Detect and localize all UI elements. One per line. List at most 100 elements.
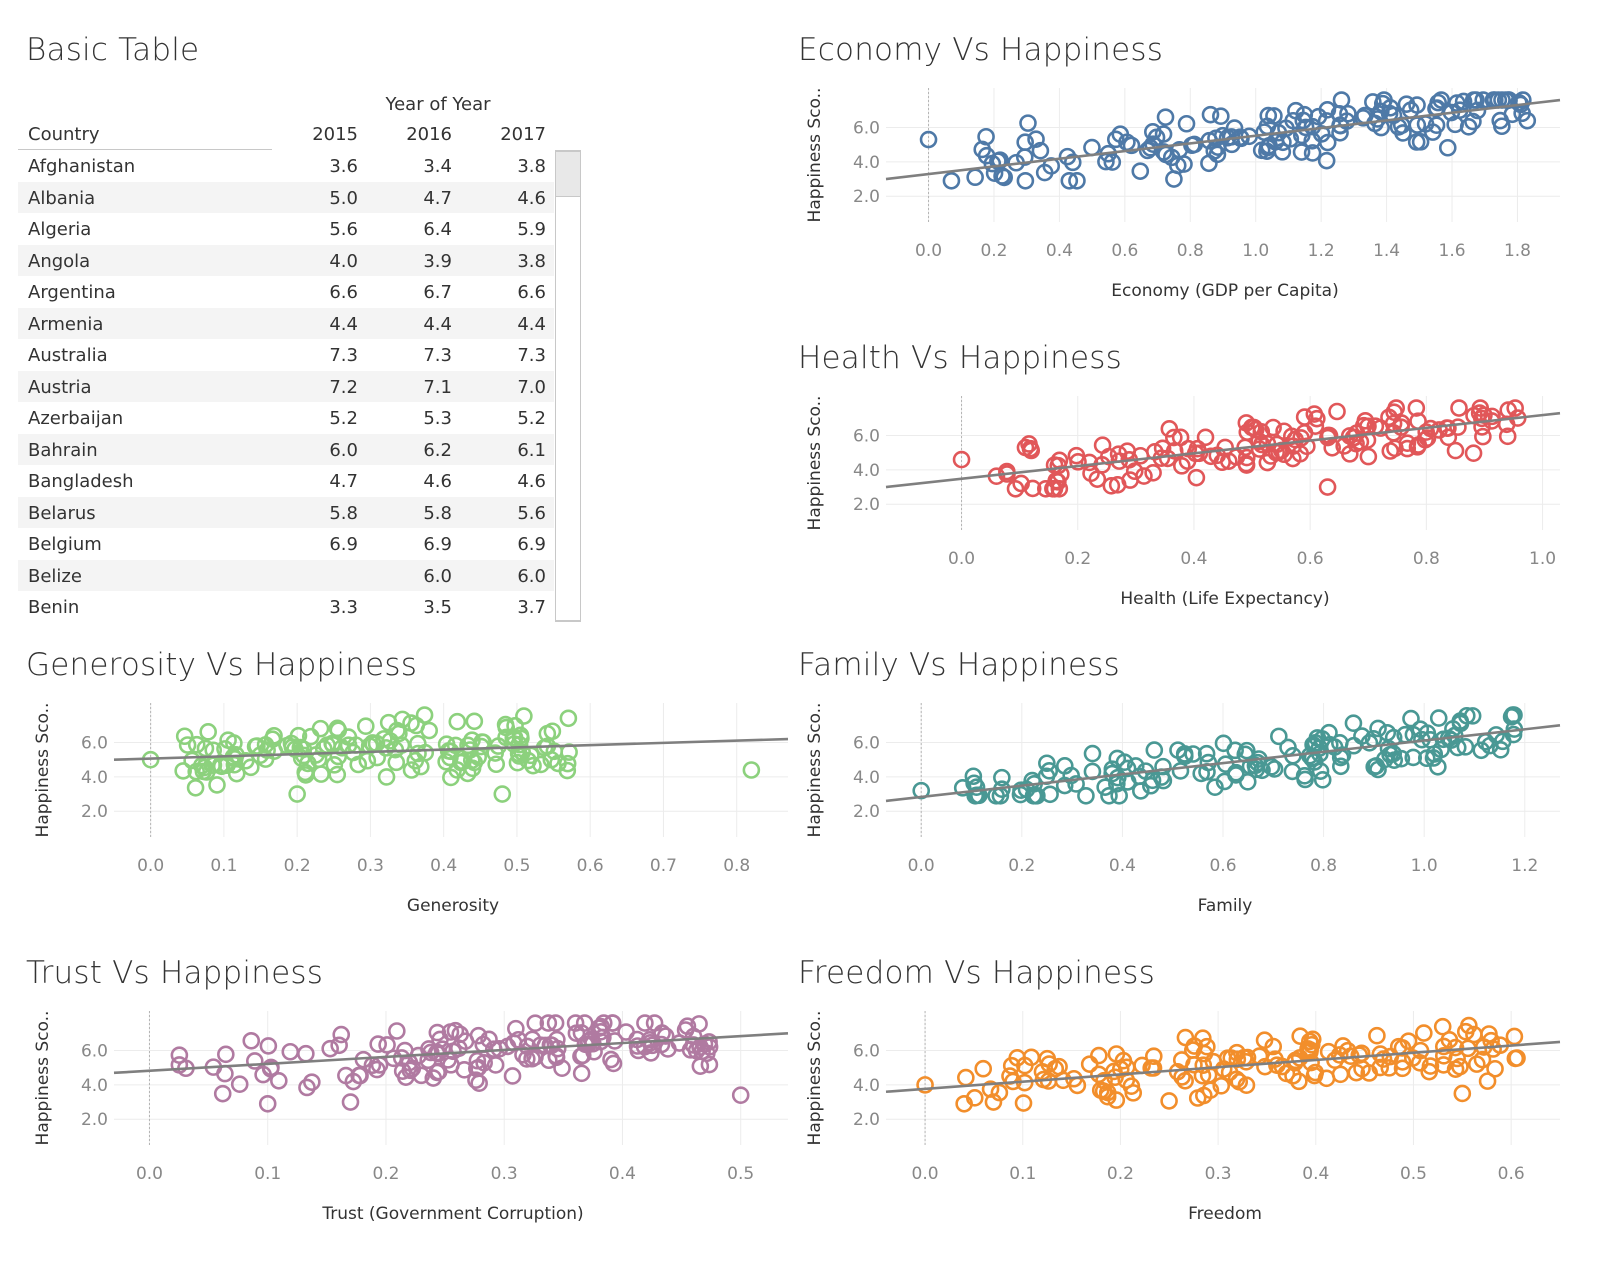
data-point[interactable] xyxy=(916,1076,934,1094)
data-point[interactable] xyxy=(1135,467,1153,485)
data-point[interactable] xyxy=(465,712,484,731)
data-point[interactable] xyxy=(1474,91,1493,109)
data-point[interactable] xyxy=(175,727,194,746)
table-row[interactable]: Argentina 6.6 6.7 6.6 xyxy=(18,276,554,308)
data-point[interactable] xyxy=(325,756,344,774)
data-point[interactable] xyxy=(503,1067,522,1085)
trend-line[interactable] xyxy=(885,724,1561,803)
data-point[interactable] xyxy=(1069,453,1087,471)
data-point[interactable] xyxy=(1320,426,1339,445)
data-point[interactable] xyxy=(539,1014,558,1032)
data-point[interactable] xyxy=(1486,1059,1504,1078)
data-point[interactable] xyxy=(1375,750,1394,769)
data-point[interactable] xyxy=(1283,762,1302,781)
data-point[interactable] xyxy=(1258,138,1277,157)
data-point[interactable] xyxy=(1176,1028,1195,1047)
data-point[interactable] xyxy=(1110,786,1128,805)
data-point[interactable] xyxy=(1474,427,1492,446)
data-point[interactable] xyxy=(1284,1066,1302,1085)
data-point[interactable] xyxy=(1006,479,1025,498)
data-point[interactable] xyxy=(690,1015,708,1033)
table-row[interactable]: Australia 7.3 7.3 7.3 xyxy=(18,339,554,371)
data-point[interactable] xyxy=(330,1036,348,1055)
data-point[interactable] xyxy=(1055,776,1074,795)
data-point[interactable] xyxy=(1430,421,1448,439)
data-point[interactable] xyxy=(217,1045,235,1064)
data-point[interactable] xyxy=(591,1023,610,1041)
data-point[interactable] xyxy=(1165,170,1183,188)
data-point[interactable] xyxy=(1014,1094,1033,1112)
data-point[interactable] xyxy=(428,1063,446,1082)
data-point[interactable] xyxy=(1055,757,1074,775)
data-point[interactable] xyxy=(1165,428,1183,447)
data-point[interactable] xyxy=(1063,153,1082,172)
data-point[interactable] xyxy=(572,1064,591,1083)
data-point[interactable] xyxy=(1088,470,1107,488)
data-point[interactable] xyxy=(1111,125,1130,143)
data-point[interactable] xyxy=(1274,133,1292,152)
data-point[interactable] xyxy=(498,1037,517,1056)
data-point[interactable] xyxy=(1464,112,1482,131)
data-point[interactable] xyxy=(1270,727,1288,746)
data-point[interactable] xyxy=(1399,1032,1418,1050)
data-point[interactable] xyxy=(178,736,197,754)
data-point[interactable] xyxy=(1403,1049,1422,1067)
data-point[interactable] xyxy=(1090,1046,1108,1065)
data-point[interactable] xyxy=(526,1014,545,1032)
data-point[interactable] xyxy=(1506,1049,1525,1068)
data-point[interactable] xyxy=(1332,757,1350,776)
data-point[interactable] xyxy=(964,767,983,786)
data-point[interactable] xyxy=(1125,462,1144,481)
data-point[interactable] xyxy=(170,1056,189,1074)
economy-scatter-chart[interactable]: 0.0 0.2 0.4 0.6 0.8 1.0 1.2 1.4 1.6 1.8 2.0 4.0 6.0 E… xyxy=(790,80,1561,310)
data-point[interactable] xyxy=(1446,1038,1465,1057)
data-point[interactable] xyxy=(1478,1072,1497,1090)
data-point[interactable] xyxy=(1344,714,1363,732)
data-point[interactable] xyxy=(1020,435,1038,453)
data-point[interactable] xyxy=(368,1060,386,1079)
data-point[interactable] xyxy=(1471,399,1490,417)
data-point[interactable] xyxy=(546,1014,565,1032)
data-point[interactable] xyxy=(375,730,393,748)
data-point[interactable] xyxy=(1456,738,1475,756)
table-row[interactable]: Afghanistan 3.6 3.4 3.8 xyxy=(18,150,554,182)
data-point[interactable] xyxy=(1433,1017,1452,1036)
data-point[interactable] xyxy=(656,1027,675,1045)
data-point[interactable] xyxy=(1002,1056,1021,1075)
data-point[interactable] xyxy=(1195,1086,1213,1105)
data-point[interactable] xyxy=(504,728,523,747)
data-point[interactable] xyxy=(1212,1077,1231,1095)
data-point[interactable] xyxy=(1237,1076,1256,1094)
data-point[interactable] xyxy=(1505,1027,1524,1046)
data-point[interactable] xyxy=(258,1094,277,1113)
data-point[interactable] xyxy=(1154,125,1173,143)
data-point[interactable] xyxy=(993,768,1011,787)
data-point[interactable] xyxy=(1301,1032,1319,1051)
freedom-scatter-chart[interactable]: 0.0 0.1 0.2 0.3 0.4 0.5 0.6 2.0 4.0 6.0 Freedom Hap… xyxy=(790,1003,1561,1233)
data-point[interactable] xyxy=(1197,744,1216,763)
data-point[interactable] xyxy=(409,744,427,763)
data-point[interactable] xyxy=(1493,117,1511,136)
data-point[interactable] xyxy=(636,1014,654,1032)
data-point[interactable] xyxy=(1472,741,1491,760)
data-point[interactable] xyxy=(1265,760,1284,778)
data-point[interactable] xyxy=(1284,449,1302,468)
table-row[interactable]: Albania 5.0 4.7 4.6 xyxy=(18,181,554,213)
data-point[interactable] xyxy=(1434,1037,1453,1056)
trend-line[interactable] xyxy=(885,411,1561,489)
data-point[interactable] xyxy=(1493,732,1512,751)
data-point[interactable] xyxy=(731,1086,750,1104)
data-point[interactable] xyxy=(1498,427,1517,446)
data-point[interactable] xyxy=(955,1094,973,1113)
data-point[interactable] xyxy=(1100,447,1118,466)
data-point[interactable] xyxy=(957,1068,975,1087)
data-point[interactable] xyxy=(187,735,206,754)
data-point[interactable] xyxy=(301,727,320,746)
data-point[interactable] xyxy=(573,1046,592,1065)
data-point[interactable] xyxy=(1439,419,1457,437)
table-row[interactable]: Belgium 6.9 6.9 6.9 xyxy=(18,528,554,560)
data-point[interactable] xyxy=(1177,114,1196,133)
data-point[interactable] xyxy=(1518,111,1537,130)
data-point[interactable] xyxy=(487,755,506,774)
data-point[interactable] xyxy=(1016,133,1034,152)
